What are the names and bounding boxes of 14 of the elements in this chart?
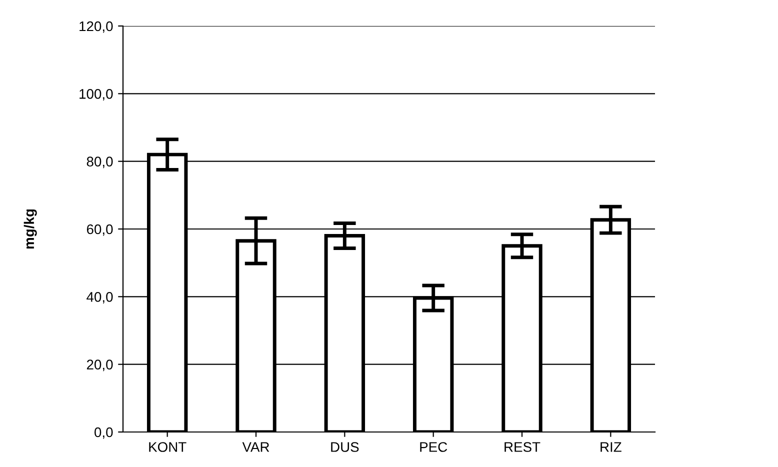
x-tick-label: DUS	[331, 442, 359, 452]
x-tick-label: KONT	[149, 442, 186, 452]
y-tick-label: 40,0	[86, 292, 113, 304]
x-tick-label: REST	[504, 442, 540, 452]
y-tick-label: 60,0	[86, 224, 113, 236]
y-axis-title: mg/kg	[24, 209, 37, 249]
y-tick-label: 0,0	[94, 427, 113, 439]
y-tick-label: 100,0	[80, 89, 113, 100]
x-tick-label: VAR	[242, 442, 270, 452]
y-tick-label: 120,0	[80, 21, 113, 33]
x-tick-label: RIZ	[600, 442, 622, 452]
y-tick-label: 20,0	[86, 360, 113, 372]
x-tick-label: PEC	[420, 442, 448, 452]
y-tick-label: 80,0	[86, 156, 113, 168]
